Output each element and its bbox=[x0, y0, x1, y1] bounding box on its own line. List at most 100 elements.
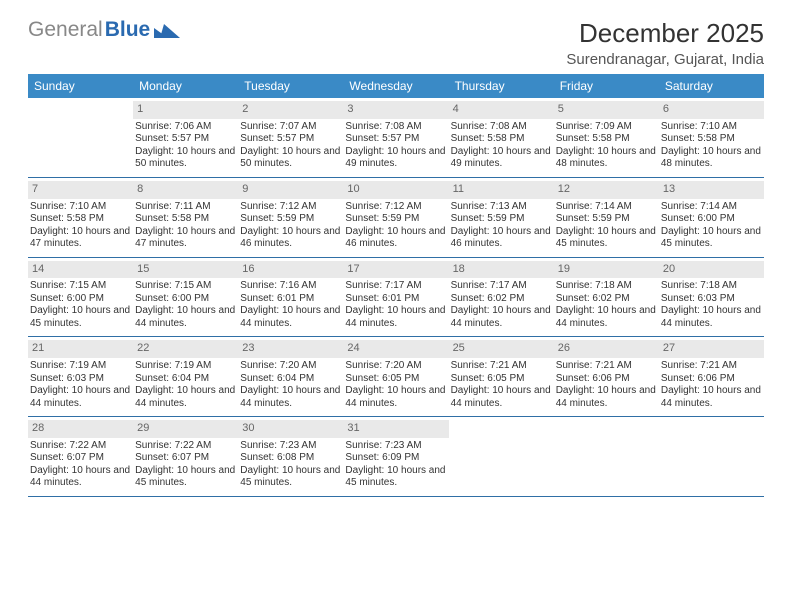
day-number: 17 bbox=[343, 261, 448, 279]
sunset-line: Sunset: 5:59 PM bbox=[451, 213, 552, 226]
sunset-line: Sunset: 6:07 PM bbox=[135, 452, 236, 465]
sunset-line: Sunset: 5:58 PM bbox=[451, 133, 552, 146]
daylight-line: Daylight: 10 hours and 44 minutes. bbox=[240, 385, 341, 410]
calendar-cell: 17Sunrise: 7:17 AMSunset: 6:01 PMDayligh… bbox=[343, 257, 448, 337]
sunrise-line: Sunrise: 7:15 AM bbox=[135, 280, 236, 293]
sunset-line: Sunset: 6:04 PM bbox=[240, 373, 341, 386]
brand-part2: Blue bbox=[105, 18, 151, 42]
day-number: 5 bbox=[554, 101, 659, 119]
daylight-line: Daylight: 10 hours and 44 minutes. bbox=[451, 385, 552, 410]
calendar-cell: 30Sunrise: 7:23 AMSunset: 6:08 PMDayligh… bbox=[238, 417, 343, 497]
sunrise-line: Sunrise: 7:10 AM bbox=[30, 201, 131, 214]
day-number: 13 bbox=[659, 181, 764, 199]
sunset-line: Sunset: 6:06 PM bbox=[661, 373, 762, 386]
day-details: Sunrise: 7:21 AMSunset: 6:05 PMDaylight:… bbox=[451, 360, 552, 410]
day-number: 1 bbox=[133, 101, 238, 119]
sunset-line: Sunset: 6:01 PM bbox=[240, 293, 341, 306]
daylight-line: Daylight: 10 hours and 45 minutes. bbox=[345, 465, 446, 490]
day-details: Sunrise: 7:14 AMSunset: 6:00 PMDaylight:… bbox=[661, 201, 762, 251]
sunrise-line: Sunrise: 7:14 AM bbox=[661, 201, 762, 214]
sunrise-line: Sunrise: 7:07 AM bbox=[240, 121, 341, 134]
day-number: 15 bbox=[133, 261, 238, 279]
day-details: Sunrise: 7:20 AMSunset: 6:05 PMDaylight:… bbox=[345, 360, 446, 410]
daylight-line: Daylight: 10 hours and 45 minutes. bbox=[135, 465, 236, 490]
sunrise-line: Sunrise: 7:11 AM bbox=[135, 201, 236, 214]
daylight-line: Daylight: 10 hours and 49 minutes. bbox=[451, 146, 552, 171]
sunrise-line: Sunrise: 7:18 AM bbox=[661, 280, 762, 293]
day-details: Sunrise: 7:22 AMSunset: 6:07 PMDaylight:… bbox=[30, 440, 131, 490]
calendar-page: General Blue December 2025 Surendranagar… bbox=[0, 0, 792, 507]
day-details: Sunrise: 7:15 AMSunset: 6:00 PMDaylight:… bbox=[30, 280, 131, 330]
daylight-line: Daylight: 10 hours and 44 minutes. bbox=[661, 385, 762, 410]
day-number: 16 bbox=[238, 261, 343, 279]
daylight-line: Daylight: 10 hours and 44 minutes. bbox=[30, 465, 131, 490]
daylight-line: Daylight: 10 hours and 50 minutes. bbox=[135, 146, 236, 171]
calendar-cell: 13 Sunrise: 7:14 AMSunset: 6:00 PMDayligh… bbox=[659, 177, 764, 257]
daylight-line: Daylight: 10 hours and 44 minutes. bbox=[135, 305, 236, 330]
calendar-week-row: 14Sunrise: 7:15 AMSunset: 6:00 PMDayligh… bbox=[28, 257, 764, 337]
sunset-line: Sunset: 5:59 PM bbox=[240, 213, 341, 226]
weekday-header: Thursday bbox=[449, 74, 554, 98]
calendar-cell: 25Sunrise: 7:21 AMSunset: 6:05 PMDayligh… bbox=[449, 337, 554, 417]
daylight-line: Daylight: 10 hours and 44 minutes. bbox=[240, 305, 341, 330]
calendar-cell: 29Sunrise: 7:22 AMSunset: 6:07 PMDayligh… bbox=[133, 417, 238, 497]
sunset-line: Sunset: 6:00 PM bbox=[30, 293, 131, 306]
daylight-line: Daylight: 10 hours and 48 minutes. bbox=[661, 146, 762, 171]
day-details: Sunrise: 7:13 AMSunset: 5:59 PMDaylight:… bbox=[451, 201, 552, 251]
calendar-cell: .. bbox=[28, 98, 133, 177]
sunrise-line: Sunrise: 7:17 AM bbox=[345, 280, 446, 293]
calendar-cell: .. bbox=[554, 417, 659, 497]
calendar-cell: 7Sunrise: 7:10 AMSunset: 5:58 PMDaylight… bbox=[28, 177, 133, 257]
day-details: Sunrise: 7:21 AMSunset: 6:06 PMDaylight:… bbox=[556, 360, 657, 410]
day-number: 22 bbox=[133, 340, 238, 358]
weekday-header: Friday bbox=[554, 74, 659, 98]
calendar-cell: 31Sunrise: 7:23 AMSunset: 6:09 PMDayligh… bbox=[343, 417, 448, 497]
sunrise-line: Sunrise: 7:23 AM bbox=[240, 440, 341, 453]
calendar-cell: 20Sunrise: 7:18 AMSunset: 6:03 PMDayligh… bbox=[659, 257, 764, 337]
day-number: 6 bbox=[659, 101, 764, 119]
sunset-line: Sunset: 5:58 PM bbox=[661, 133, 762, 146]
day-number: 10 bbox=[343, 181, 448, 199]
location-subtitle: Surendranagar, Gujarat, India bbox=[566, 51, 764, 68]
day-number: 8 bbox=[133, 181, 238, 199]
sunrise-line: Sunrise: 7:06 AM bbox=[135, 121, 236, 134]
calendar-head: SundayMondayTuesdayWednesdayThursdayFrid… bbox=[28, 74, 764, 98]
weekday-header: Saturday bbox=[659, 74, 764, 98]
sunset-line: Sunset: 5:57 PM bbox=[135, 133, 236, 146]
day-number: 11 bbox=[449, 181, 554, 199]
sunset-line: Sunset: 5:58 PM bbox=[135, 213, 236, 226]
title-block: December 2025 Surendranagar, Gujarat, In… bbox=[566, 18, 764, 68]
day-details: Sunrise: 7:10 AMSunset: 5:58 PMDaylight:… bbox=[661, 121, 762, 171]
day-number: 27 bbox=[659, 340, 764, 358]
sunset-line: Sunset: 6:08 PM bbox=[240, 452, 341, 465]
sunrise-line: Sunrise: 7:19 AM bbox=[135, 360, 236, 373]
calendar-table: SundayMondayTuesdayWednesdayThursdayFrid… bbox=[28, 74, 764, 497]
calendar-cell: 11 Sunrise: 7:13 AMSunset: 5:59 PMDayligh… bbox=[449, 177, 554, 257]
day-number: 28 bbox=[28, 420, 133, 438]
calendar-week-row: 7Sunrise: 7:10 AMSunset: 5:58 PMDaylight… bbox=[28, 177, 764, 257]
calendar-week-row: 28 Sunrise: 7:22 AMSunset: 6:07 PMDayligh… bbox=[28, 417, 764, 497]
day-details: Sunrise: 7:12 AMSunset: 5:59 PMDaylight:… bbox=[240, 201, 341, 251]
calendar-cell: 14Sunrise: 7:15 AMSunset: 6:00 PMDayligh… bbox=[28, 257, 133, 337]
day-number: 24 bbox=[343, 340, 448, 358]
sunrise-line: Sunrise: 7:17 AM bbox=[451, 280, 552, 293]
day-details: Sunrise: 7:23 AMSunset: 6:09 PMDaylight:… bbox=[345, 440, 446, 490]
day-number: 23 bbox=[238, 340, 343, 358]
day-details: Sunrise: 7:07 AMSunset: 5:57 PMDaylight:… bbox=[240, 121, 341, 171]
calendar-cell: 5Sunrise: 7:09 AMSunset: 5:58 PMDaylight… bbox=[554, 98, 659, 177]
day-details: Sunrise: 7:08 AMSunset: 5:57 PMDaylight:… bbox=[345, 121, 446, 171]
calendar-cell: 19Sunrise: 7:18 AMSunset: 6:02 PMDayligh… bbox=[554, 257, 659, 337]
sunrise-line: Sunrise: 7:21 AM bbox=[661, 360, 762, 373]
day-number: 3 bbox=[343, 101, 448, 119]
brand-logo: General Blue bbox=[28, 18, 180, 42]
day-number: 30 bbox=[238, 420, 343, 438]
sunset-line: Sunset: 6:05 PM bbox=[451, 373, 552, 386]
sunset-line: Sunset: 6:02 PM bbox=[556, 293, 657, 306]
calendar-cell: 1 Sunrise: 7:06 AMSunset: 5:57 PMDaylight… bbox=[133, 98, 238, 177]
calendar-cell: 28 Sunrise: 7:22 AMSunset: 6:07 PMDayligh… bbox=[28, 417, 133, 497]
weekday-header: Tuesday bbox=[238, 74, 343, 98]
sunrise-line: Sunrise: 7:23 AM bbox=[345, 440, 446, 453]
calendar-cell: 2Sunrise: 7:07 AMSunset: 5:57 PMDaylight… bbox=[238, 98, 343, 177]
day-number: 9 bbox=[238, 181, 343, 199]
sunset-line: Sunset: 5:57 PM bbox=[345, 133, 446, 146]
